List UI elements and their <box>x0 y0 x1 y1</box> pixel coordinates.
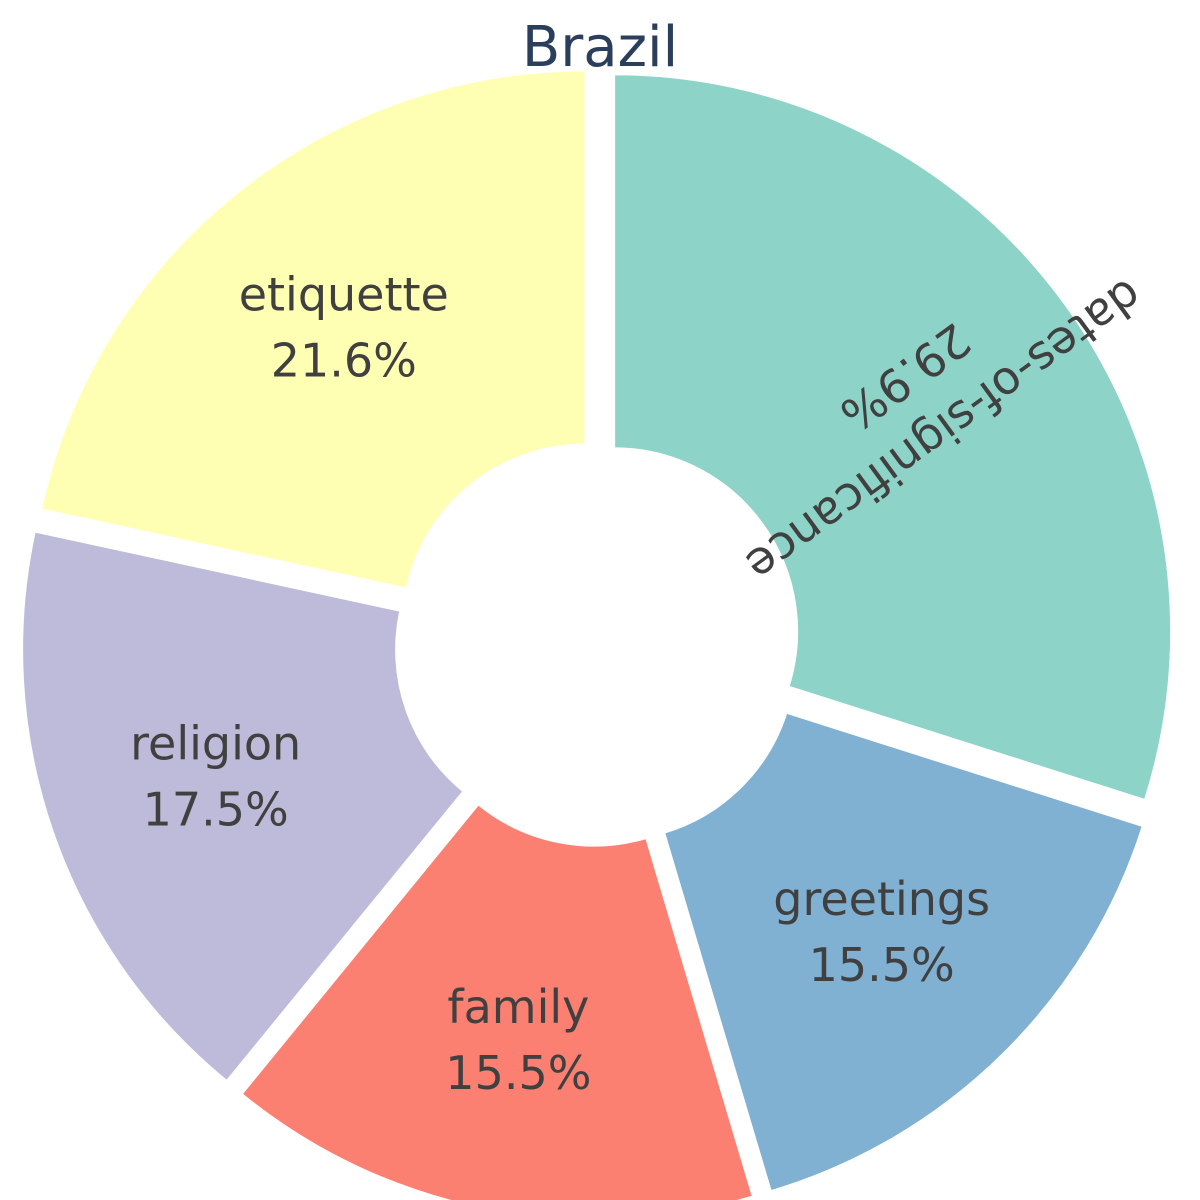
slice-label-group-greetings: greetings 15.5% <box>773 872 990 992</box>
slice-percent-label-etiquette: 21.6% <box>271 334 417 388</box>
slice-category-label-religion: religion <box>130 717 301 771</box>
slice-greetings <box>662 711 1145 1193</box>
slices-group <box>21 69 1173 1200</box>
slice-category-label-etiquette: etiquette <box>239 268 449 322</box>
slice-category-label-family: family <box>447 980 589 1034</box>
slice-etiquette <box>39 69 587 590</box>
slice-percent-label-family: 15.5% <box>445 1046 591 1100</box>
slice-label-group-etiquette: etiquette 21.6% <box>239 268 449 388</box>
slice-dates-of-significance <box>613 73 1173 802</box>
slice-religion <box>21 530 465 1083</box>
slice-category-label-greetings: greetings <box>773 872 990 926</box>
slice-label-group-religion: religion 17.5% <box>130 717 301 837</box>
slice-percent-label-religion: 17.5% <box>143 783 289 837</box>
slice-percent-label-greetings: 15.5% <box>809 938 955 992</box>
slice-label-group-family: family 15.5% <box>445 980 591 1100</box>
chart-title: Brazil <box>522 15 678 80</box>
slice-family <box>240 802 755 1200</box>
